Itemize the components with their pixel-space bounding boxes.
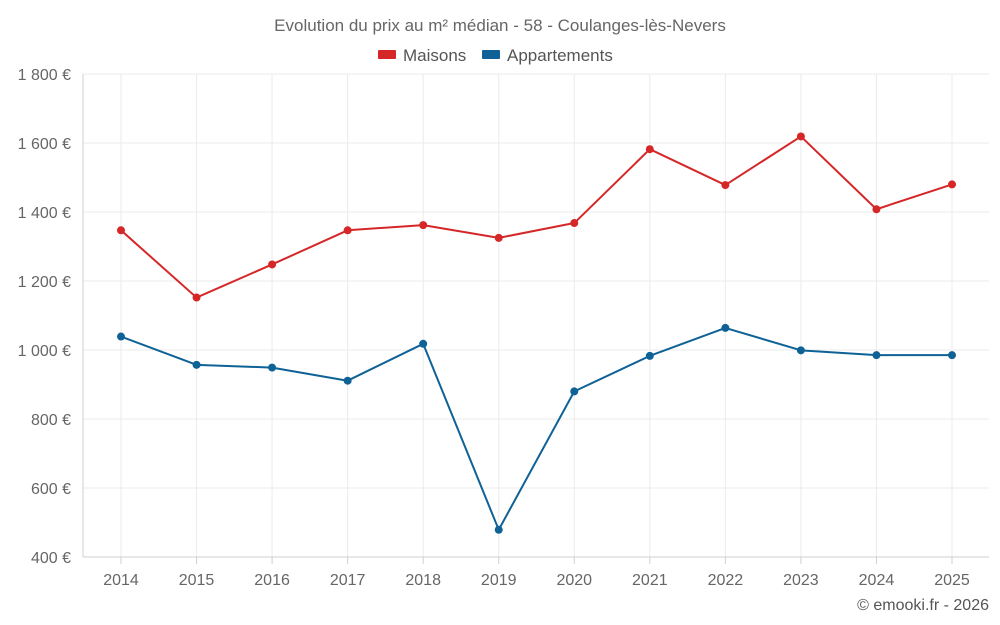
x-tick-label: 2017 bbox=[330, 572, 366, 589]
x-tick-label: 2025 bbox=[934, 572, 970, 589]
legend-item-appartements[interactable]: Appartements bbox=[482, 46, 613, 65]
y-tick-label: 1 200 € bbox=[18, 274, 71, 291]
series-line-maisons bbox=[120, 135, 953, 299]
data-point-appartements[interactable] bbox=[268, 363, 277, 372]
data-point-appartements[interactable] bbox=[872, 351, 881, 360]
data-point-appartements[interactable] bbox=[192, 360, 201, 369]
x-tick-label: 2021 bbox=[632, 572, 668, 589]
y-axis: 400 € 600 € 800 € 1 000 € 1 200 € 1 400 € 1 60… bbox=[18, 67, 84, 567]
legend-swatch bbox=[482, 50, 500, 59]
series-line-appartements bbox=[120, 326, 952, 531]
x-tick-label: 2015 bbox=[179, 572, 215, 589]
x-tick-label: 2019 bbox=[481, 572, 517, 589]
data-point-maisons[interactable] bbox=[645, 145, 654, 154]
y-tick-label: 800 € bbox=[31, 412, 71, 429]
data-point-appartements[interactable] bbox=[570, 387, 579, 396]
data-point-maisons[interactable] bbox=[343, 226, 352, 235]
data-point-maisons[interactable] bbox=[268, 260, 277, 269]
data-point-maisons[interactable] bbox=[419, 221, 428, 230]
data-point-appartements[interactable] bbox=[796, 346, 805, 355]
data-point-appartements[interactable] bbox=[494, 525, 503, 534]
x-tick-label: 2024 bbox=[859, 572, 895, 589]
data-point-appartements[interactable] bbox=[343, 376, 352, 385]
x-tick-label: 2016 bbox=[254, 572, 290, 589]
data-point-appartements[interactable] bbox=[721, 323, 730, 332]
series bbox=[117, 132, 956, 534]
grid bbox=[83, 73, 989, 557]
x-tick-label: 2022 bbox=[708, 572, 744, 589]
legend-label: Appartements bbox=[507, 46, 613, 65]
data-point-appartements[interactable] bbox=[948, 351, 956, 360]
x-tick-label: 2020 bbox=[556, 572, 592, 589]
data-point-maisons[interactable] bbox=[872, 205, 881, 214]
legend: Maisons Appartements bbox=[378, 46, 613, 65]
legend-label: Maisons bbox=[403, 46, 466, 65]
credit-text: © emooki.fr - 2026 bbox=[857, 597, 989, 614]
data-point-maisons[interactable] bbox=[494, 233, 503, 242]
chart-title: Evolution du prix au m² médian - 58 - Co… bbox=[274, 16, 726, 35]
series-maisons bbox=[117, 132, 956, 302]
data-point-maisons[interactable] bbox=[192, 293, 201, 302]
legend-swatch bbox=[378, 50, 396, 59]
data-point-appartements[interactable] bbox=[645, 351, 654, 360]
data-point-maisons[interactable] bbox=[948, 180, 956, 189]
data-point-maisons[interactable] bbox=[570, 219, 579, 228]
data-point-maisons[interactable] bbox=[117, 226, 125, 235]
data-point-appartements[interactable] bbox=[117, 332, 125, 341]
x-tick-label: 2018 bbox=[405, 572, 441, 589]
y-tick-label: 1 400 € bbox=[18, 205, 71, 222]
x-tick-label: 2023 bbox=[783, 572, 819, 589]
y-tick-label: 1 600 € bbox=[18, 136, 71, 153]
y-tick-label: 1 000 € bbox=[18, 343, 71, 360]
y-tick-label: 1 800 € bbox=[18, 67, 71, 84]
x-tick-label: 2014 bbox=[103, 572, 139, 589]
y-tick-label: 400 € bbox=[31, 550, 71, 567]
data-point-maisons[interactable] bbox=[796, 132, 805, 141]
legend-item-maisons[interactable]: Maisons bbox=[378, 46, 466, 65]
x-axis: 2014 2015 2016 2017 2018 2019 2020 2021 2022 2023… bbox=[83, 556, 989, 589]
data-point-appartements[interactable] bbox=[419, 339, 428, 348]
data-point-maisons[interactable] bbox=[721, 181, 730, 190]
series-appartements bbox=[117, 323, 956, 534]
y-tick-label: 600 € bbox=[31, 481, 71, 498]
